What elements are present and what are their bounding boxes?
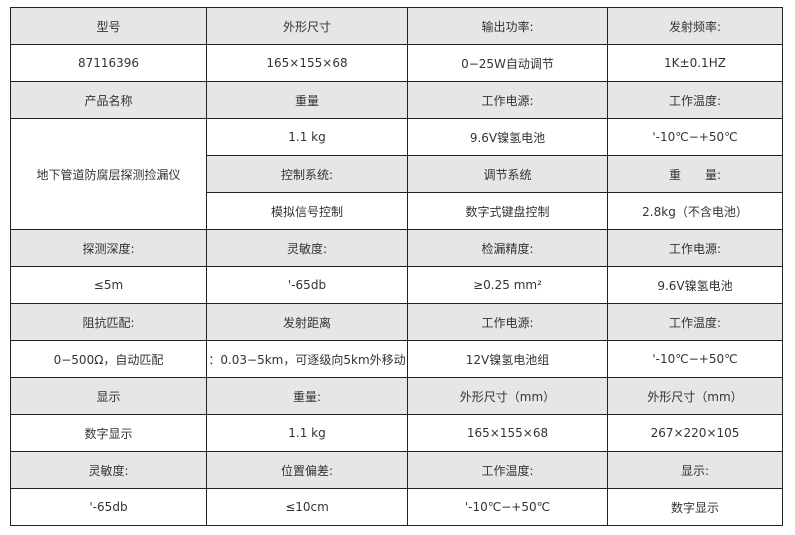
table-cell: 型号 xyxy=(10,7,207,45)
table-header-row: 显示 重量: 外形尺寸（mm） 外形尺寸（mm） xyxy=(10,377,783,415)
table-row: '-65db ≤10cm '-10℃−+50℃ 数字显示 xyxy=(10,488,783,526)
table-cell: 重 量: xyxy=(607,155,783,193)
table-cell: '-65db xyxy=(10,488,207,526)
table-cell: 重量 xyxy=(206,81,408,119)
table-row: 模拟信号控制 数字式键盘控制 2.8kg（不含电池） xyxy=(11,192,783,230)
table-cell: 控制系统: xyxy=(206,155,408,193)
spec-table: 型号 外形尺寸 输出功率: 发射频率: 87116396 165×155×68 0−25W自… xyxy=(10,7,783,526)
table-cell: 工作电源: xyxy=(407,81,608,119)
table-cell: 165×155×68 xyxy=(206,44,408,82)
table-cell: 阻抗匹配: xyxy=(10,303,207,341)
table-cell: 探测深度: xyxy=(10,229,207,267)
table-cell: 9.6V镍氢电池 xyxy=(607,266,783,304)
table-cell: 工作电源: xyxy=(607,229,783,267)
table-cell: 外形尺寸 xyxy=(206,7,408,45)
table-cell: 9.6V镍氢电池 xyxy=(407,118,608,156)
table-cell: 模拟信号控制 xyxy=(206,192,408,230)
table-cell: ：0.03−5km，可逐级向5km外移动 xyxy=(206,340,408,378)
table-row: 地下管道防腐层探测捡漏仪 1.1 kg 9.6V镍氢电池 '-10℃−+50℃ xyxy=(10,118,783,230)
table-header-row: 型号 外形尺寸 输出功率: 发射频率: xyxy=(10,7,783,45)
table-cell: 2.8kg（不含电池） xyxy=(607,192,783,230)
table-row: ≤5m '-65db ≥0.25 mm² 9.6V镍氢电池 xyxy=(10,266,783,304)
table-cell: 输出功率: xyxy=(407,7,608,45)
table-cell: ≤10cm xyxy=(206,488,408,526)
table-cell: 0−500Ω，自动匹配 xyxy=(10,340,207,378)
table-header-row: 灵敏度: 位置偏差: 工作温度: 显示: xyxy=(10,451,783,489)
table-cell: 数字式键盘控制 xyxy=(407,192,608,230)
table-header-row: 产品名称 重量 工作电源: 工作温度: xyxy=(10,81,783,119)
table-cell: '-10℃−+50℃ xyxy=(407,488,608,526)
table-cell: 发射频率: xyxy=(607,7,783,45)
table-row: 数字显示 1.1 kg 165×155×68 267×220×105 xyxy=(10,414,783,452)
table-cell: ≤5m xyxy=(10,266,207,304)
product-name-cell: 地下管道防腐层探测捡漏仪 xyxy=(10,118,207,230)
table-cell: 1.1 kg xyxy=(206,118,408,156)
table-cell: 外形尺寸（mm） xyxy=(607,377,783,415)
table-cell: 1K±0.1HZ xyxy=(607,44,783,82)
table-cell: 工作电源: xyxy=(407,303,608,341)
table-cell: 0−25W自动调节 xyxy=(407,44,608,82)
table-cell: '-65db xyxy=(206,266,408,304)
table-cell: 发射距离 xyxy=(206,303,408,341)
table-cell: 显示: xyxy=(607,451,783,489)
table-cell: 267×220×105 xyxy=(607,414,783,452)
table-cell: 数字显示 xyxy=(10,414,207,452)
table-header-row: 控制系统: 调节系统重 量: xyxy=(11,155,783,193)
table-cell: 调节系统 xyxy=(407,155,608,193)
table-cell: 165×155×68 xyxy=(407,414,608,452)
table-cell: ≥0.25 mm² xyxy=(407,266,608,304)
table-cell: 外形尺寸（mm） xyxy=(407,377,608,415)
table-cell: 检漏精度: xyxy=(407,229,608,267)
table-cell: 87116396 xyxy=(10,44,207,82)
table-cell: 显示 xyxy=(10,377,207,415)
table-cell: '-10℃−+50℃ xyxy=(607,340,783,378)
table-header-row: 阻抗匹配: 发射距离 工作电源: 工作温度: xyxy=(10,303,783,341)
table-row: 87116396 165×155×68 0−25W自动调节 1K±0.1HZ xyxy=(10,44,783,82)
table-cell: 产品名称 xyxy=(10,81,207,119)
table-cell: 数字显示 xyxy=(607,488,783,526)
table-cell: 重量: xyxy=(206,377,408,415)
table-cell: 位置偏差: xyxy=(206,451,408,489)
table-row: 0−500Ω，自动匹配 ：0.03−5km，可逐级向5km外移动 12V镍氢电池组 '… xyxy=(10,340,783,378)
table-header-row: 探测深度: 灵敏度: 检漏精度: 工作电源: xyxy=(10,229,783,267)
table-cell: 工作温度: xyxy=(407,451,608,489)
table-cell: 灵敏度: xyxy=(10,451,207,489)
table-cell: '-10℃−+50℃ xyxy=(607,118,783,156)
table-cell: 工作温度: xyxy=(607,303,783,341)
table-cell: 灵敏度: xyxy=(206,229,408,267)
table-cell: 12V镍氢电池组 xyxy=(407,340,608,378)
table-cell: 工作温度: xyxy=(607,81,783,119)
table-cell: 1.1 kg xyxy=(206,414,408,452)
